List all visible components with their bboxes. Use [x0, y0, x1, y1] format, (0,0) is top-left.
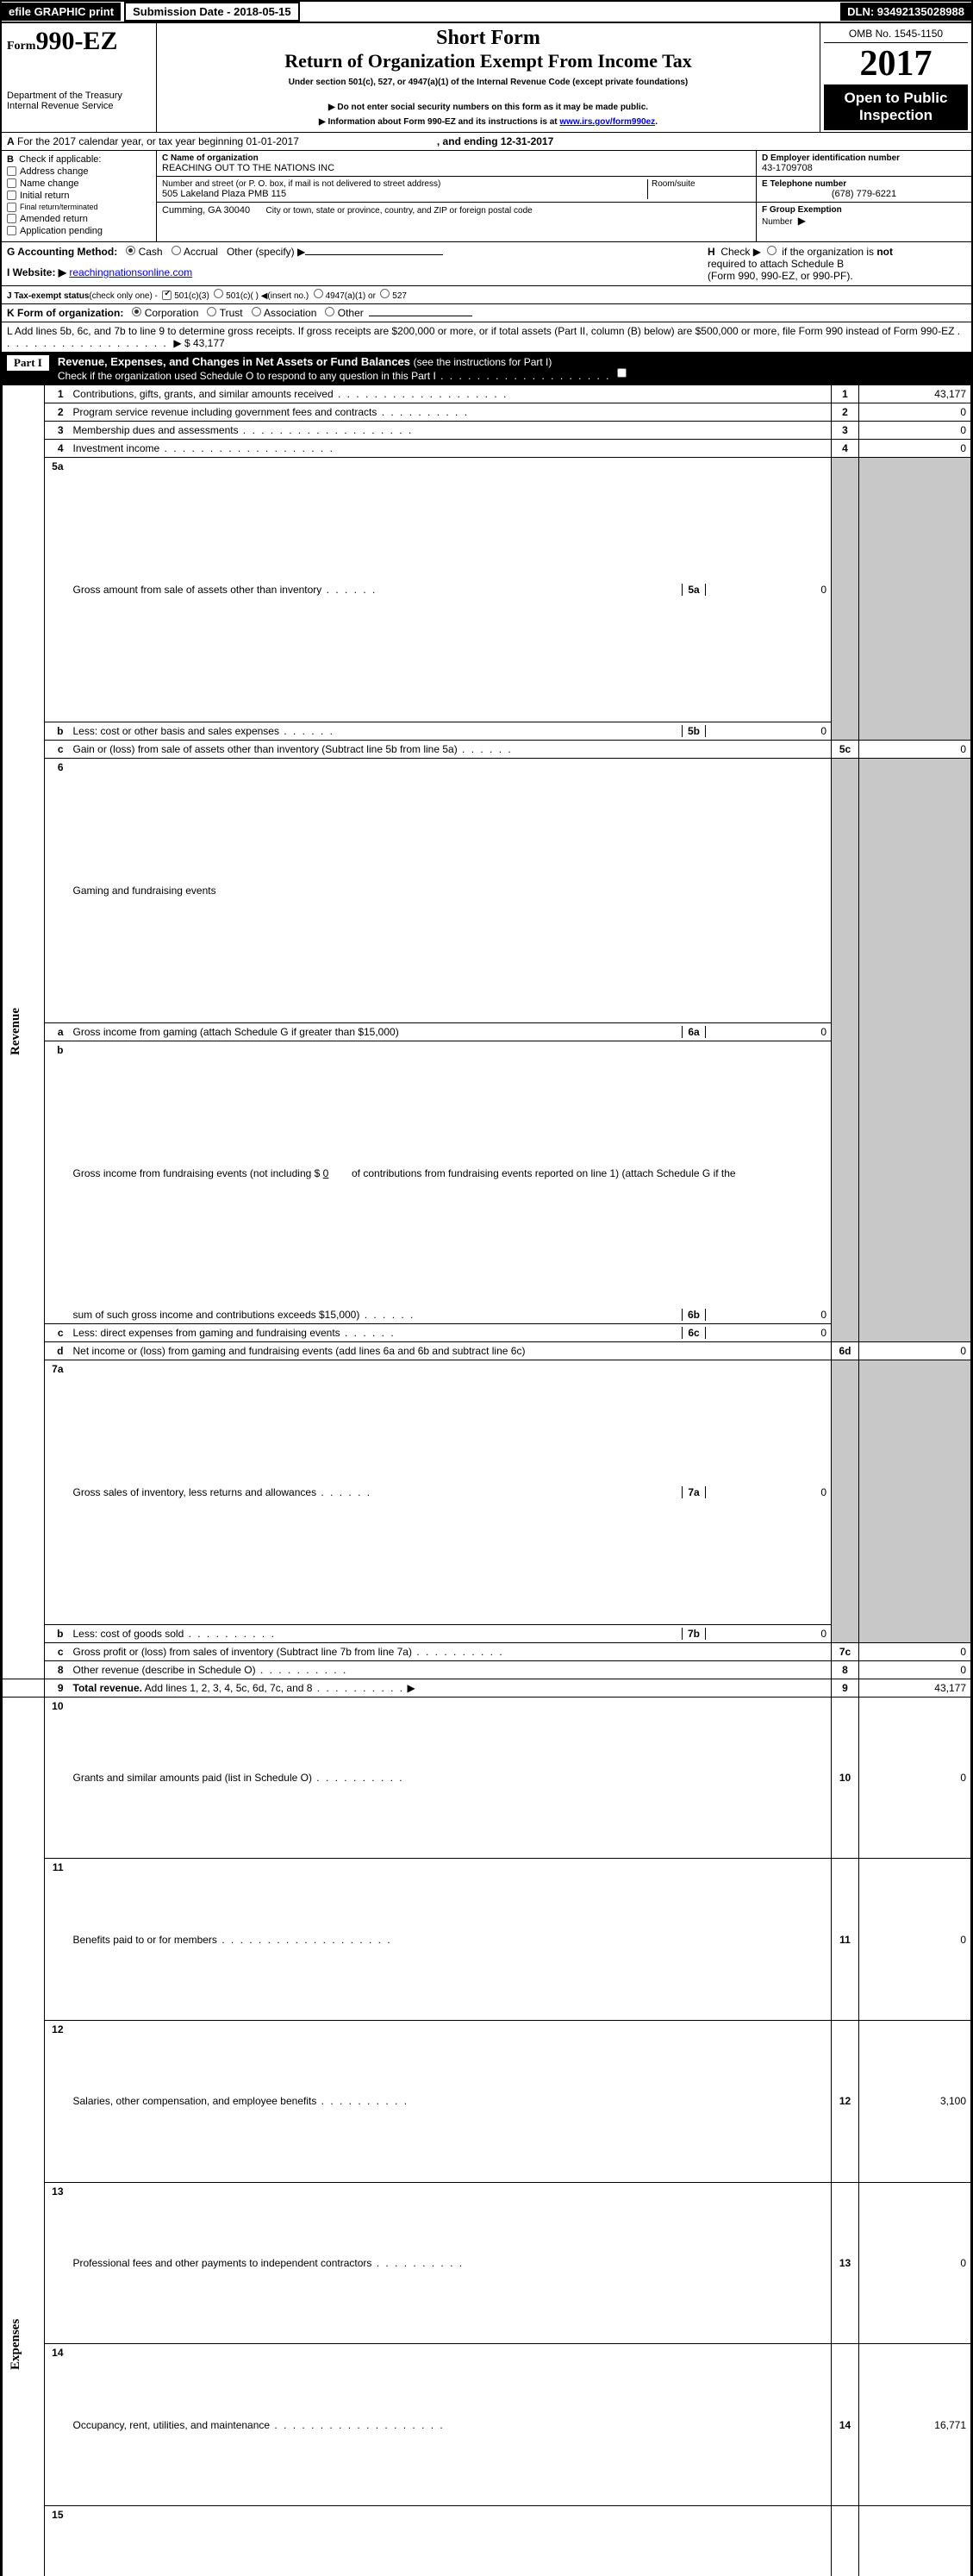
ssn-warning: ▶ Do not enter social security numbers o… — [162, 103, 814, 112]
dln-badge: DLN: 93492135028988 — [840, 3, 971, 21]
omb-number: OMB No. 1545-1150 — [824, 25, 968, 43]
short-form-title: Short Form — [162, 27, 814, 50]
form-number: Form990-EZ — [7, 27, 151, 56]
radio-accrual[interactable] — [172, 246, 181, 255]
revenue-side-label: Revenue — [3, 385, 45, 1679]
amt-1: 43,177 — [859, 385, 971, 403]
cb-501c[interactable] — [214, 289, 223, 298]
amt-15: 1,306 — [859, 2505, 971, 2576]
org-city: Cumming, GA 30040 — [162, 205, 250, 216]
section-def: D Employer identification number 43-1709… — [756, 151, 971, 241]
under-section: Under section 501(c), 527, or 4947(a)(1)… — [162, 78, 814, 87]
checkbox-amended[interactable] — [7, 214, 16, 223]
room-suite-label: Room/suite — [647, 179, 751, 199]
cb-4947[interactable] — [314, 289, 323, 298]
amt-12: 3,100 — [859, 2021, 971, 2183]
section-c: C Name of organization REACHING OUT TO T… — [157, 151, 756, 241]
amt-7b: 0 — [706, 1628, 826, 1640]
radio-other[interactable] — [325, 307, 334, 316]
cb-527[interactable] — [380, 289, 390, 298]
gross-receipts: $ 43,177 — [184, 337, 225, 349]
amt-6d: 0 — [859, 1341, 971, 1360]
amt-5c: 0 — [859, 741, 971, 759]
radio-cash[interactable] — [126, 246, 135, 255]
amt-6b: 0 — [706, 1309, 826, 1321]
expenses-side-label: Expenses — [3, 1697, 45, 2576]
line-a: A For the 2017 calendar year, or tax yea… — [2, 133, 971, 151]
line-j: J Tax-exempt status(check only one) - 50… — [2, 286, 971, 304]
top-bar: efile GRAPHIC print Submission Date - 20… — [2, 2, 971, 23]
amt-8: 0 — [859, 1660, 971, 1679]
checkbox-address-change[interactable] — [7, 166, 16, 176]
website-link[interactable]: reachingnationsonline.com — [69, 266, 192, 278]
checkbox-final-return[interactable] — [7, 203, 16, 212]
phone: (678) 779-6221 — [762, 189, 966, 199]
cb-schedule-o[interactable] — [617, 368, 627, 378]
return-title: Return of Organization Exempt From Incom… — [162, 50, 814, 72]
info-box: B Check if applicable: Address change Na… — [2, 151, 971, 242]
open-to-public: Open to Public Inspection — [824, 84, 968, 130]
amt-3: 0 — [859, 421, 971, 439]
amt-5b: 0 — [706, 725, 826, 737]
ein: 43-1709708 — [762, 163, 966, 173]
amt-11: 0 — [859, 1859, 971, 2021]
dept-irs: Internal Revenue Service — [7, 101, 151, 111]
section-b: B Check if applicable: Address change Na… — [2, 151, 157, 241]
line-g-h: G Accounting Method: Cash Accrual Other … — [2, 242, 971, 286]
radio-schedule-b[interactable] — [767, 246, 777, 255]
amt-7a: 0 — [706, 1486, 826, 1498]
part-1-header: Part I Revenue, Expenses, and Changes in… — [2, 353, 971, 385]
line-l: L Add lines 5b, 6c, and 7b to line 9 to … — [2, 322, 971, 353]
amt-5a: 0 — [706, 584, 826, 596]
amt-14: 16,771 — [859, 2344, 971, 2506]
part1-table: Revenue 1Contributions, gifts, grants, a… — [2, 385, 971, 2576]
amt-13: 0 — [859, 2182, 971, 2344]
form-header: Form990-EZ Department of the Treasury In… — [2, 23, 971, 133]
tax-year: 2017 — [824, 43, 968, 84]
checkbox-name-change[interactable] — [7, 178, 16, 188]
amt-4: 0 — [859, 439, 971, 457]
efile-badge[interactable]: efile GRAPHIC print — [2, 3, 121, 21]
checkbox-pending[interactable] — [7, 226, 16, 235]
submission-date: Submission Date - 2018-05-15 — [124, 2, 300, 22]
amt-7c: 0 — [859, 1642, 971, 1660]
amt-6a: 0 — [706, 1026, 826, 1038]
info-link-line: ▶ Information about Form 990-EZ and its … — [162, 117, 814, 127]
org-name: REACHING OUT TO THE NATIONS INC — [162, 163, 751, 173]
info-link[interactable]: www.irs.gov/form990ez — [559, 117, 655, 127]
radio-trust[interactable] — [207, 307, 216, 316]
line-k: K Form of organization: Corporation Trus… — [2, 304, 971, 322]
amt-10: 0 — [859, 1697, 971, 1859]
amt-2: 0 — [859, 403, 971, 421]
checkbox-initial-return[interactable] — [7, 191, 16, 200]
dept-treasury: Department of the Treasury — [7, 91, 151, 101]
org-address: 505 Lakeland Plaza PMB 115 — [162, 189, 647, 199]
radio-corporation[interactable] — [132, 307, 141, 316]
form-container: efile GRAPHIC print Submission Date - 20… — [0, 0, 973, 2576]
cb-501c3[interactable] — [162, 291, 172, 300]
radio-association[interactable] — [252, 307, 261, 316]
amt-6c: 0 — [706, 1327, 826, 1339]
amt-9: 43,177 — [859, 1679, 971, 1697]
